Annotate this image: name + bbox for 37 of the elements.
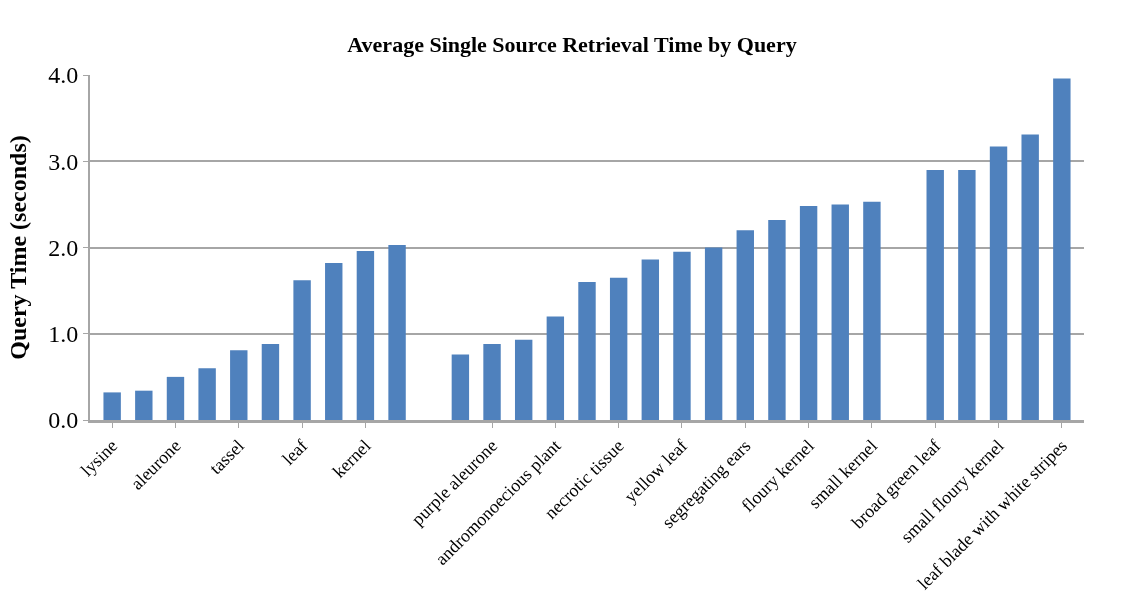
bar: [230, 350, 248, 420]
bar: [704, 247, 723, 420]
bar: [926, 169, 944, 420]
bar: [609, 277, 628, 420]
bar: [198, 368, 216, 420]
y-tick-label: 2.0: [48, 234, 79, 261]
bar: [103, 392, 121, 420]
y-tick-label: 0.0: [48, 407, 79, 434]
bar: [831, 204, 849, 420]
bar: [166, 376, 185, 420]
bar: [388, 244, 406, 420]
bar: [293, 280, 311, 420]
bar: [736, 230, 754, 420]
bar: [546, 316, 565, 420]
bar: [483, 344, 501, 420]
y-tick-label: 1.0: [48, 321, 79, 348]
bar: [641, 259, 660, 420]
x-tick-label: leaf: [278, 435, 312, 469]
y-tick-label: 3.0: [48, 148, 79, 175]
bar: [768, 219, 786, 420]
bar: [261, 344, 280, 420]
bar: [356, 250, 375, 420]
bar: [799, 206, 818, 420]
bar: [325, 263, 343, 420]
bar: [673, 251, 691, 420]
bar: [1021, 134, 1039, 420]
bar: [1053, 78, 1071, 420]
y-tick-label: 4.0: [48, 62, 79, 89]
bar: [451, 354, 470, 420]
bar: [135, 390, 153, 420]
bar: [863, 201, 881, 420]
y-axis-title: Query Time (seconds): [4, 135, 31, 360]
bar: [958, 169, 976, 420]
chart-title: Average Single Source Retrieval Time by Query: [347, 31, 797, 57]
bar: [989, 146, 1008, 420]
bar: [514, 339, 533, 420]
bar: [578, 282, 596, 420]
